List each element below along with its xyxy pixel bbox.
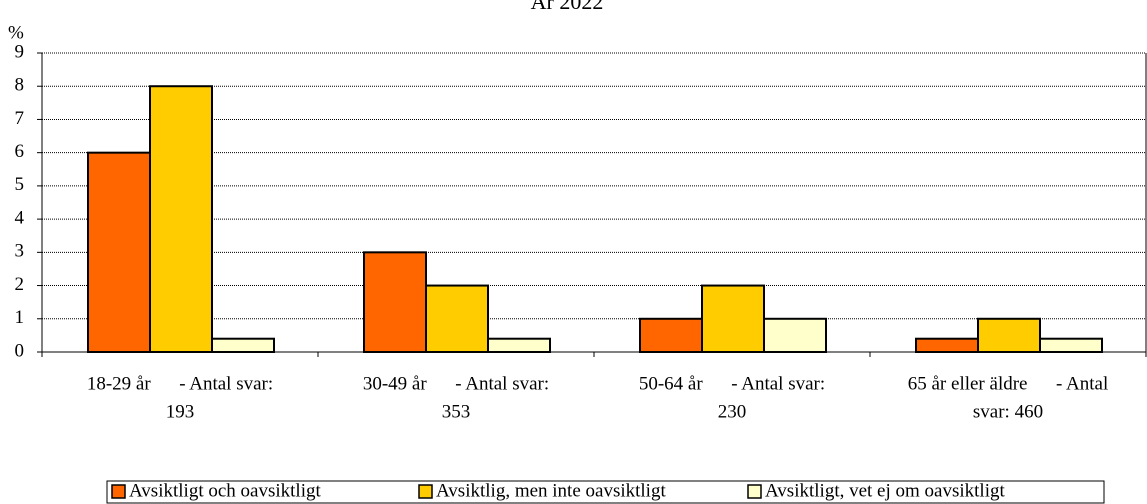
bar <box>425 284 489 353</box>
legend-label: Avsiktlig, men inte oavsiktligt <box>436 480 666 501</box>
chart-title: År 2022 <box>531 0 604 14</box>
y-tick-label: 1 <box>15 307 25 328</box>
bar <box>763 317 827 353</box>
y-tick-label: 6 <box>15 141 25 162</box>
y-tick-label: 4 <box>15 207 25 228</box>
legend-box <box>106 480 1105 504</box>
bar <box>149 85 213 353</box>
legend-swatch <box>418 484 433 499</box>
x-tick-label: 353 <box>442 401 471 422</box>
bar <box>87 151 151 353</box>
x-tick-label: 193 <box>166 401 195 422</box>
x-tick-label: 230 <box>718 401 747 422</box>
bar <box>977 317 1041 353</box>
x-tick-label: 18-29 år - Antal svar: <box>87 373 273 394</box>
x-tick-label: svar: 460 <box>973 401 1043 422</box>
y-tick-label: 9 <box>15 41 25 62</box>
y-tick-label: 5 <box>15 174 25 195</box>
x-tick-label: 30-49 år - Antal svar: <box>363 373 549 394</box>
bar <box>915 337 979 354</box>
y-tick-label: 0 <box>15 340 25 361</box>
y-tick-label: 2 <box>15 274 25 295</box>
bar <box>487 337 551 354</box>
legend-swatch <box>747 484 762 499</box>
bar <box>211 337 275 354</box>
y-tick-label: 7 <box>15 108 25 129</box>
legend-label: Avsiktligt och oavsiktligt <box>129 480 321 501</box>
legend-swatch <box>111 484 126 499</box>
bar <box>639 317 703 353</box>
bar <box>1039 337 1103 354</box>
y-tick-label: 8 <box>15 75 25 96</box>
bar <box>363 251 427 353</box>
y-axis-label: % <box>8 22 24 43</box>
x-tick-label: 65 år eller äldre - Antal <box>908 373 1108 394</box>
bar <box>701 284 765 353</box>
y-tick-label: 3 <box>15 241 25 262</box>
legend-label: Avsiktligt, vet ej om oavsiktligt <box>765 480 1005 501</box>
x-tick-label: 50-64 år - Antal svar: <box>639 373 825 394</box>
